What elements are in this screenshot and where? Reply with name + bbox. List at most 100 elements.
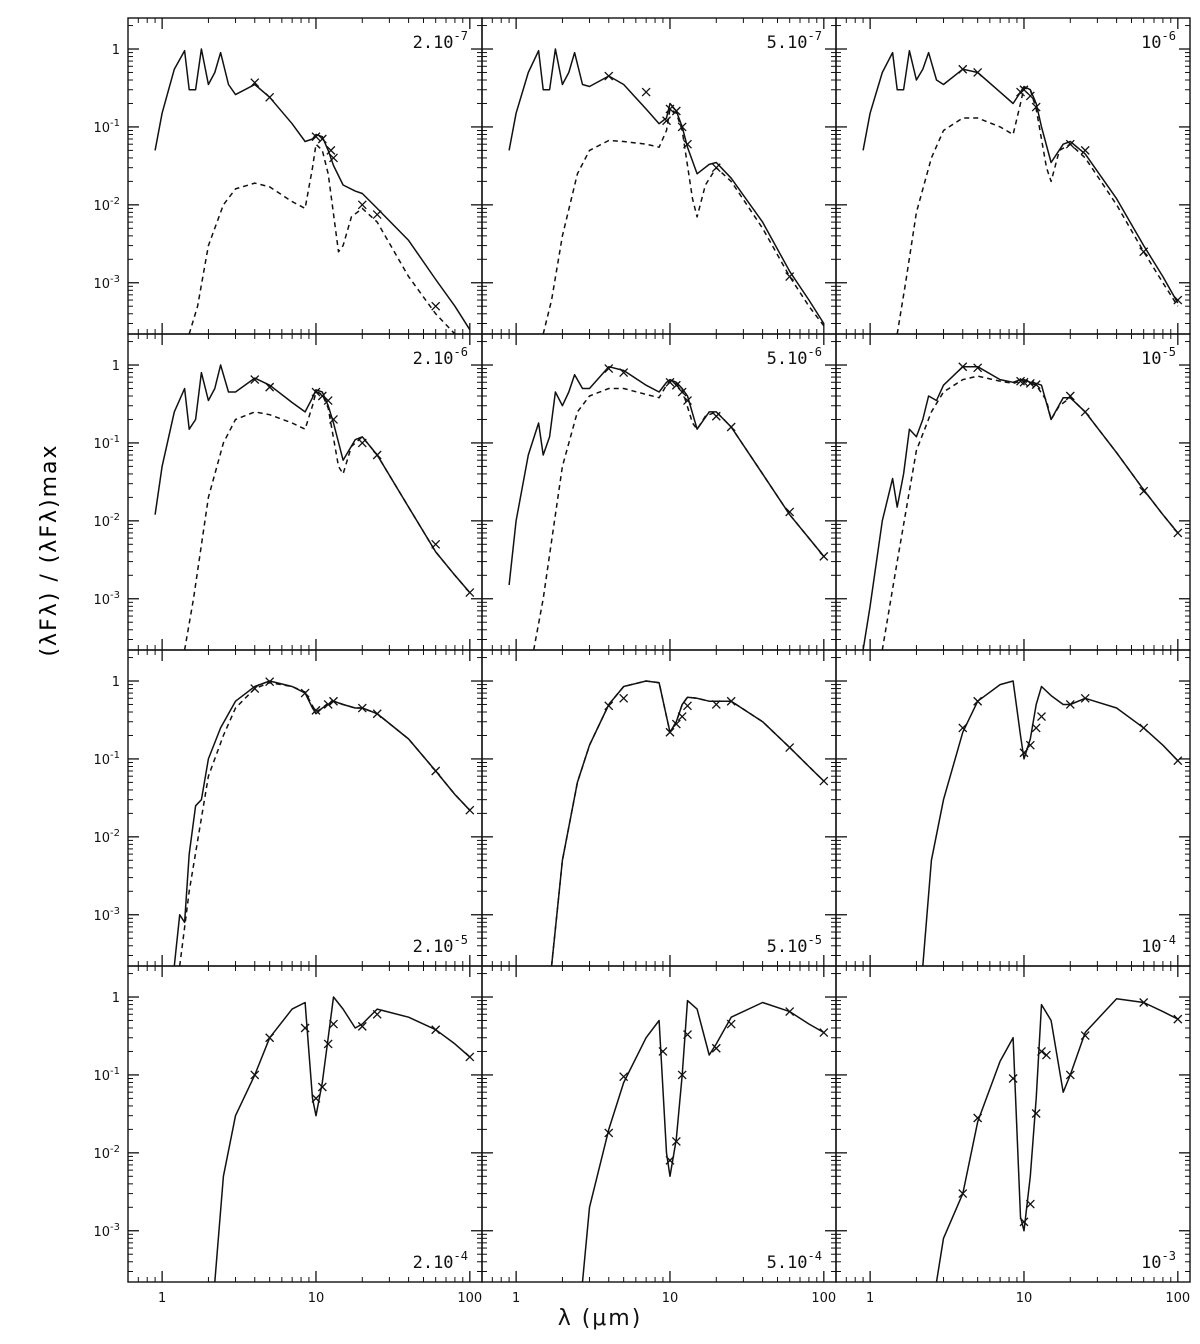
solid-curve — [581, 999, 825, 1282]
y-tick-label: 10-2 — [93, 512, 120, 530]
data-point-marker — [683, 139, 692, 149]
data-point-marker — [1139, 247, 1149, 257]
panel-label: 10-5 — [1141, 345, 1176, 369]
panel-label: 10-3 — [1141, 1249, 1176, 1273]
y-tick-label: 10-2 — [93, 828, 120, 846]
data-point-marker — [1080, 407, 1090, 417]
data-point-marker — [300, 688, 310, 698]
data-point-marker — [671, 719, 681, 729]
data-point-marker — [1031, 1109, 1041, 1118]
data-point-marker — [1031, 723, 1041, 733]
panel-1: 5.10-7 — [481, 17, 837, 335]
x-tick-label: 10 — [308, 1291, 325, 1306]
panel-frame — [127, 649, 483, 967]
dashed-curve — [178, 681, 471, 966]
data-point-marker — [662, 116, 672, 126]
panel-frame — [127, 17, 483, 335]
solid-curve — [173, 680, 471, 966]
data-point-marker — [683, 701, 692, 711]
data-point-marker — [683, 1030, 692, 1039]
panel-label: 5.10-4 — [767, 1249, 822, 1273]
data-point-marker — [711, 700, 721, 709]
panel-label: 5.10-5 — [767, 933, 822, 957]
data-point-marker — [677, 712, 687, 721]
y-tick-label: 10-1 — [93, 118, 120, 136]
data-point-marker — [604, 1128, 614, 1138]
data-point-marker — [323, 700, 333, 709]
y-tick-label: 10-3 — [93, 906, 120, 924]
panel-10: 1 10 100 5.10-4 — [481, 965, 837, 1306]
data-point-marker — [329, 415, 338, 424]
data-point-marker — [1025, 740, 1035, 750]
data-point-marker — [665, 104, 675, 114]
data-point-marker — [658, 1047, 668, 1056]
data-point-marker — [671, 106, 681, 116]
data-point-marker — [604, 364, 614, 374]
data-point-marker — [250, 684, 260, 694]
data-point-marker — [958, 1189, 968, 1199]
data-point-marker — [372, 709, 382, 719]
data-point-marker — [819, 1028, 829, 1037]
data-point-marker — [323, 1039, 333, 1049]
data-point-marker — [265, 1033, 275, 1043]
data-point-marker — [1037, 1047, 1046, 1056]
solid-curve — [508, 365, 825, 586]
data-point-marker — [329, 1019, 338, 1029]
y-tick-label: 1 — [112, 675, 120, 690]
dashed-curve — [542, 108, 825, 334]
data-point-marker — [357, 1021, 367, 1031]
panel-frame — [835, 17, 1191, 335]
x-tick-label: 100 — [811, 1291, 836, 1306]
y-tick-label: 1 — [112, 991, 120, 1006]
data-point-marker — [431, 539, 441, 549]
data-point-marker — [1019, 748, 1029, 758]
data-point-marker — [250, 78, 260, 88]
data-point-marker — [465, 805, 475, 815]
panel-frame — [481, 333, 837, 651]
dashed-curve — [188, 143, 456, 334]
data-point-marker — [465, 588, 475, 598]
data-point-marker — [1173, 1014, 1183, 1024]
data-point-marker — [1031, 380, 1041, 390]
data-point-marker — [431, 301, 441, 311]
data-point-marker — [604, 71, 614, 81]
data-point-marker — [711, 1043, 721, 1053]
data-point-marker — [1080, 145, 1090, 155]
x-tick-label: 100 — [1165, 1291, 1190, 1306]
data-point-marker — [973, 1113, 983, 1123]
data-point-marker — [785, 743, 795, 752]
data-point-marker — [619, 1072, 629, 1082]
y-tick-label: 10-1 — [93, 750, 120, 768]
data-point-marker — [372, 450, 382, 460]
panel-label: 10-6 — [1141, 29, 1176, 53]
data-point-marker — [973, 363, 983, 373]
panel-2: 10-6 — [835, 17, 1191, 335]
data-point-marker — [1139, 723, 1149, 733]
y-axis-label: (λFλ) / (λFλ)max — [6, 0, 126, 1280]
data-point-marker — [329, 153, 338, 163]
data-point-marker — [671, 1136, 681, 1146]
panel-5: 10-5 — [835, 333, 1191, 651]
x-tick-label: 1 — [512, 1291, 520, 1306]
panel-7: 5.10-5 — [481, 649, 837, 967]
data-point-marker — [1031, 102, 1041, 112]
dashed-curve — [896, 86, 1179, 334]
data-point-marker — [1080, 693, 1090, 703]
panel-frame — [127, 333, 483, 651]
data-point-marker — [317, 1082, 327, 1092]
data-point-marker — [671, 380, 681, 390]
panel-frame — [481, 965, 837, 1283]
data-point-marker — [1065, 1070, 1075, 1080]
panel-9: 1 10-1 10-2 10-3 1 10 100 2.10-4 — [93, 965, 483, 1306]
dashed-curve — [881, 375, 1179, 650]
panel-frame — [835, 965, 1191, 1283]
data-point-marker — [958, 362, 968, 372]
solid-curve — [922, 680, 1179, 966]
data-point-marker — [326, 145, 336, 155]
panel-label: 2.10-4 — [413, 1249, 468, 1273]
panel-label: 10-4 — [1141, 933, 1176, 957]
data-point-marker — [372, 1009, 382, 1019]
data-point-marker — [619, 368, 629, 378]
panel-label: 5.10-6 — [767, 345, 822, 369]
